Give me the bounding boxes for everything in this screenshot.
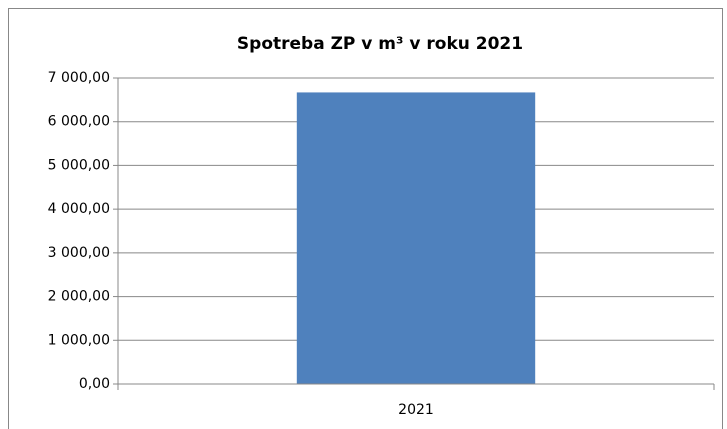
x-tick-label: 2021 [398,402,434,418]
y-tick-label: 0,00 [79,376,110,392]
y-tick-label: 4 000,00 [48,201,110,217]
y-tick-label: 1 000,00 [48,332,110,348]
y-tick-label: 2 000,00 [48,289,110,305]
y-tick-label: 5 000,00 [48,157,110,173]
y-tick-label: 3 000,00 [48,245,110,261]
y-tick-label: 7 000,00 [48,70,110,86]
chart-title: Spotreba ZP v m³ v roku 2021 [237,34,523,54]
y-tick-label: 6 000,00 [48,114,110,130]
bar [296,92,536,384]
